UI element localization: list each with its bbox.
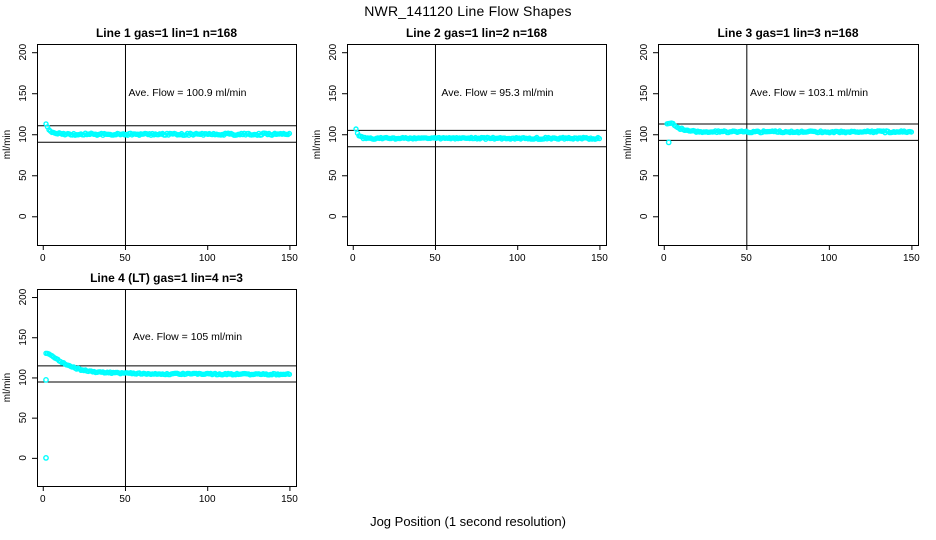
y-tick-label: 150 xyxy=(328,84,339,101)
axes: 0 50 100 150 0 50 100 150 200 ml/min xyxy=(2,288,298,505)
panel-1: 0 50 100 150 0 50 100 150 200 ml/min Line 1 gas=1 … xyxy=(2,26,298,264)
x-tick-label: 0 xyxy=(350,253,356,264)
data-points xyxy=(664,120,915,146)
y-tick-label: 0 xyxy=(639,213,650,219)
ave-flow-annotation: Ave. Flow = 100.9 ml/min xyxy=(128,87,246,99)
outlier-point xyxy=(43,454,49,461)
outlier-point xyxy=(43,376,49,383)
x-tick-label: 0 xyxy=(661,253,667,264)
y-tick-label: 50 xyxy=(18,169,29,181)
plot-box xyxy=(37,44,297,246)
main-title: NWR_141120 Line Flow Shapes xyxy=(364,3,572,19)
ave-flow-annotation: Ave. Flow = 103.1 ml/min xyxy=(750,87,868,99)
reference-lines xyxy=(37,44,296,245)
data-points xyxy=(43,121,293,138)
panel-3: 0 50 100 150 0 50 100 150 200 ml/min Line 3 gas=1 … xyxy=(623,26,920,264)
x-tick-label: 150 xyxy=(281,494,298,505)
data-point xyxy=(286,130,293,137)
axes: 0 50 100 150 0 50 100 150 200 ml/min xyxy=(312,43,608,264)
panel-title: Line 4 (LT) gas=1 lin=4 n=3 xyxy=(90,271,243,285)
data-point xyxy=(596,135,603,142)
data-point xyxy=(286,371,293,377)
panel-2: 0 50 100 150 0 50 100 150 200 ml/min Line 2 gas=1 … xyxy=(312,26,608,264)
x-tick-label: 0 xyxy=(40,253,46,264)
data-point xyxy=(908,129,915,135)
data-point xyxy=(353,126,359,132)
x-tick-label: 50 xyxy=(429,253,441,264)
x-tick-label: 100 xyxy=(509,253,526,264)
y-tick-label: 200 xyxy=(18,288,29,305)
axes: 0 50 100 150 0 50 100 150 200 ml/min xyxy=(623,43,920,264)
panel-title: Line 2 gas=1 lin=2 n=168 xyxy=(406,26,547,40)
x-tick-label: 50 xyxy=(119,253,131,264)
y-tick-label: 0 xyxy=(18,213,29,219)
plot-box xyxy=(658,44,919,246)
x-tick-label: 0 xyxy=(40,494,46,505)
x-axis-label: Jog Position (1 second resolution) xyxy=(370,514,566,529)
reference-lines xyxy=(37,289,296,486)
y-tick-label: 150 xyxy=(18,328,29,345)
y-tick-label: 150 xyxy=(639,84,650,101)
y-tick-label: 100 xyxy=(18,369,29,386)
y-axis-label: ml/min xyxy=(623,130,634,159)
panel-title: Line 3 gas=1 lin=3 n=168 xyxy=(717,26,858,40)
outlier-point xyxy=(665,139,672,146)
y-tick-label: 0 xyxy=(18,455,29,461)
x-tick-label: 150 xyxy=(591,253,608,264)
y-tick-label: 200 xyxy=(18,43,29,60)
reference-lines xyxy=(658,44,918,245)
x-tick-label: 50 xyxy=(741,253,753,264)
reference-lines xyxy=(347,44,606,245)
y-axis-label: ml/min xyxy=(2,130,13,159)
x-tick-label: 100 xyxy=(199,494,216,505)
ave-flow-annotation: Ave. Flow = 105 ml/min xyxy=(133,331,242,343)
y-tick-label: 100 xyxy=(18,125,29,142)
y-tick-label: 100 xyxy=(328,125,339,142)
panel-4: 0 50 100 150 0 50 100 150 200 ml/min Line 4 (LT) g… xyxy=(2,271,298,505)
y-axis-label: ml/min xyxy=(2,373,13,402)
y-tick-label: 50 xyxy=(328,169,339,181)
y-axis-label: ml/min xyxy=(312,130,323,159)
y-tick-label: 100 xyxy=(639,125,650,142)
y-tick-label: 50 xyxy=(18,412,29,424)
axes: 0 50 100 150 0 50 100 150 200 ml/min xyxy=(2,43,298,264)
x-tick-label: 100 xyxy=(199,253,216,264)
x-tick-label: 50 xyxy=(119,494,131,505)
data-points xyxy=(43,350,293,461)
y-tick-label: 0 xyxy=(328,213,339,219)
ave-flow-annotation: Ave. Flow = 95.3 ml/min xyxy=(441,87,553,99)
x-tick-label: 100 xyxy=(821,253,838,264)
panel-title: Line 1 gas=1 lin=1 n=168 xyxy=(96,26,237,40)
y-tick-label: 200 xyxy=(328,43,339,60)
y-tick-label: 50 xyxy=(639,169,650,181)
data-points xyxy=(353,126,603,142)
x-tick-label: 150 xyxy=(903,253,920,264)
plot-box xyxy=(347,44,607,246)
y-tick-label: 150 xyxy=(18,84,29,101)
y-tick-label: 200 xyxy=(639,43,650,60)
plot-box xyxy=(37,289,297,487)
x-tick-label: 150 xyxy=(281,253,298,264)
